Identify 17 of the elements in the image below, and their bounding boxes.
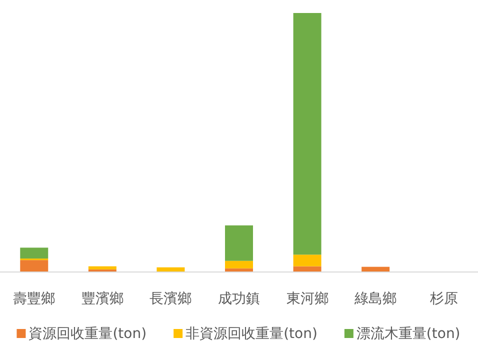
x-tick-label: 豐濱鄉 <box>81 291 124 307</box>
bar <box>293 254 322 266</box>
bar <box>225 225 253 261</box>
bar <box>20 248 48 259</box>
legend-label: 漂流木重量(ton) <box>356 326 460 342</box>
bar <box>225 260 253 268</box>
bar <box>88 266 116 270</box>
x-tick-label: 杉原 <box>428 291 458 307</box>
x-tick-label: 綠島鄉 <box>354 291 397 307</box>
legend-label: 資源回收重量(ton) <box>28 326 147 342</box>
x-tick-label: 壽豐鄉 <box>13 291 56 307</box>
bar <box>20 260 48 272</box>
x-tick-label: 長濱鄉 <box>150 291 192 307</box>
bar <box>293 13 322 255</box>
x-tick-label: 成功鎮 <box>218 291 260 307</box>
legend-label: 非資源回收重量(ton) <box>186 326 318 342</box>
x-tick-label: 東河鄉 <box>286 291 328 307</box>
